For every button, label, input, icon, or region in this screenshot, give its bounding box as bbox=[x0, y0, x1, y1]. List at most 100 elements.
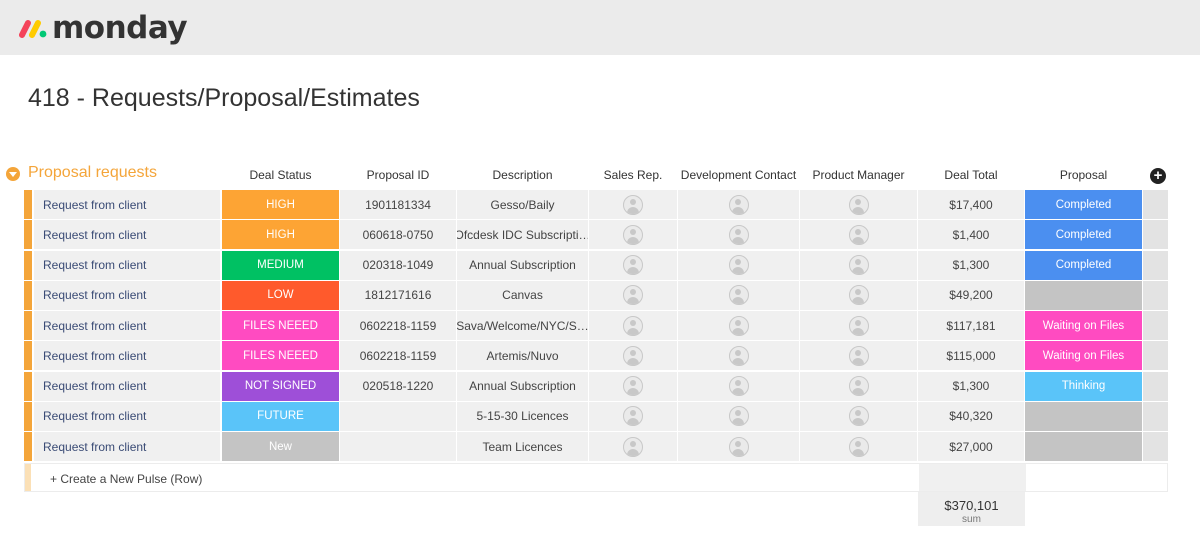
deal-status-cell[interactable]: New bbox=[222, 432, 339, 461]
table-row[interactable]: Request from client MEDIUM 020318-1049 Annu… bbox=[24, 250, 1176, 281]
person-avatar-icon[interactable] bbox=[623, 315, 643, 336]
description-cell[interactable]: Gesso/Baily bbox=[457, 190, 588, 219]
person-avatar-icon[interactable] bbox=[848, 194, 869, 215]
product-manager-cell[interactable] bbox=[800, 190, 917, 219]
person-avatar-icon[interactable] bbox=[623, 376, 643, 396]
description-cell[interactable]: Artemis/Nuvo bbox=[457, 341, 588, 371]
person-avatar-icon[interactable] bbox=[623, 224, 643, 245]
product-manager-cell[interactable] bbox=[800, 341, 917, 371]
deal-total-cell[interactable]: $1,300 bbox=[918, 250, 1024, 280]
deal-total-cell[interactable]: $17,400 bbox=[918, 190, 1024, 219]
sales-rep-cell[interactable] bbox=[589, 371, 677, 401]
development-contact-cell[interactable] bbox=[678, 280, 799, 310]
sales-rep-cell[interactable] bbox=[589, 280, 677, 310]
table-row[interactable]: Request from client FILES NEEED 0602218-11… bbox=[24, 341, 1176, 371]
pulse-name[interactable]: Request from client bbox=[34, 401, 220, 431]
collapse-group-icon[interactable] bbox=[6, 167, 20, 181]
description-cell[interactable]: Team Licences bbox=[457, 432, 588, 461]
deal-total-cell[interactable]: $1,400 bbox=[918, 220, 1024, 250]
sales-rep-cell[interactable] bbox=[589, 432, 677, 461]
pulse-name[interactable]: Request from client bbox=[34, 250, 220, 280]
person-avatar-icon[interactable] bbox=[728, 436, 749, 457]
table-row[interactable]: Request from client HIGH 1901181334 Gesso/B… bbox=[24, 190, 1176, 220]
development-contact-cell[interactable] bbox=[678, 432, 799, 461]
deal-status-cell[interactable]: LOW bbox=[222, 280, 339, 310]
person-avatar-icon[interactable] bbox=[623, 345, 643, 366]
development-contact-cell[interactable] bbox=[678, 190, 799, 219]
person-avatar-icon[interactable] bbox=[848, 315, 869, 336]
development-contact-cell[interactable] bbox=[678, 220, 799, 250]
description-cell[interactable]: Annual Subscription bbox=[457, 371, 588, 401]
deal-total-cell[interactable]: $117,181 bbox=[918, 311, 1024, 340]
column-header-deal-status[interactable]: Deal Status bbox=[249, 168, 312, 182]
deal-total-cell[interactable]: $27,000 bbox=[918, 432, 1024, 461]
deal-status-cell[interactable]: FUTURE bbox=[222, 401, 339, 431]
person-avatar-icon[interactable] bbox=[848, 255, 869, 275]
table-row[interactable]: Request from client LOW 1812171616 Canvas $4… bbox=[24, 280, 1176, 311]
column-header-sales-rep[interactable]: Sales Rep. bbox=[603, 168, 663, 182]
development-contact-cell[interactable] bbox=[678, 250, 799, 280]
column-header-proposal[interactable]: Proposal bbox=[1059, 168, 1108, 182]
person-avatar-icon[interactable] bbox=[728, 406, 749, 427]
pulse-name[interactable]: Request from client bbox=[34, 341, 220, 371]
proposal-id-cell[interactable]: 0602218-1159 bbox=[340, 341, 456, 371]
product-manager-cell[interactable] bbox=[800, 220, 917, 250]
table-row[interactable]: Request from client FILES NEEED 0602218-11… bbox=[24, 311, 1176, 341]
monday-logo[interactable]: monday bbox=[18, 10, 188, 46]
description-cell[interactable]: Annual Subscription bbox=[457, 250, 588, 280]
group-title[interactable]: Proposal requests bbox=[28, 164, 157, 181]
proposal-status-cell[interactable] bbox=[1025, 401, 1142, 431]
deal-total-cell[interactable]: $49,200 bbox=[918, 280, 1024, 310]
table-row[interactable]: Request from client HIGH 060618-0750 Ofcdes… bbox=[24, 220, 1176, 250]
pulse-name[interactable]: Request from client bbox=[34, 311, 220, 340]
deal-status-cell[interactable]: MEDIUM bbox=[222, 250, 339, 280]
pulse-name[interactable]: Request from client bbox=[34, 371, 220, 401]
proposal-status-cell[interactable]: Completed bbox=[1025, 220, 1142, 250]
product-manager-cell[interactable] bbox=[800, 280, 917, 310]
person-avatar-icon[interactable] bbox=[728, 255, 749, 275]
person-avatar-icon[interactable] bbox=[728, 285, 749, 306]
development-contact-cell[interactable] bbox=[678, 371, 799, 401]
person-avatar-icon[interactable] bbox=[623, 194, 643, 215]
sales-rep-cell[interactable] bbox=[589, 250, 677, 280]
person-avatar-icon[interactable] bbox=[728, 376, 749, 396]
proposal-id-cell[interactable]: 0602218-1159 bbox=[340, 311, 456, 340]
column-header-deal-total[interactable]: Deal Total bbox=[944, 168, 998, 182]
development-contact-cell[interactable] bbox=[678, 311, 799, 340]
proposal-id-cell[interactable] bbox=[340, 432, 456, 461]
person-avatar-icon[interactable] bbox=[728, 345, 749, 366]
person-avatar-icon[interactable] bbox=[848, 345, 869, 366]
deal-status-cell[interactable]: HIGH bbox=[222, 220, 339, 250]
sales-rep-cell[interactable] bbox=[589, 311, 677, 340]
pulse-name[interactable]: Request from client bbox=[34, 190, 220, 219]
person-avatar-icon[interactable] bbox=[848, 436, 869, 457]
product-manager-cell[interactable] bbox=[800, 250, 917, 280]
add-column-icon[interactable]: + bbox=[1150, 168, 1166, 184]
deal-status-cell[interactable]: HIGH bbox=[222, 190, 339, 219]
person-avatar-icon[interactable] bbox=[848, 406, 869, 427]
person-avatar-icon[interactable] bbox=[848, 285, 869, 306]
column-header-description[interactable]: Description bbox=[492, 168, 553, 182]
deal-status-cell[interactable]: FILES NEEED bbox=[222, 341, 339, 371]
deal-status-cell[interactable]: FILES NEEED bbox=[222, 311, 339, 340]
proposal-id-cell[interactable]: 1901181334 bbox=[340, 190, 456, 219]
sales-rep-cell[interactable] bbox=[589, 401, 677, 431]
development-contact-cell[interactable] bbox=[678, 341, 799, 371]
sales-rep-cell[interactable] bbox=[589, 220, 677, 250]
proposal-status-cell[interactable]: Thinking bbox=[1025, 371, 1142, 401]
table-row[interactable]: Request from client New Team Licences $27,0… bbox=[24, 432, 1176, 462]
pulse-name[interactable]: Request from client bbox=[34, 220, 220, 250]
description-cell[interactable]: Sava/Welcome/NYC/S… bbox=[457, 311, 588, 340]
person-avatar-icon[interactable] bbox=[728, 315, 749, 336]
pulse-name[interactable]: Request from client bbox=[34, 280, 220, 310]
product-manager-cell[interactable] bbox=[800, 311, 917, 340]
deal-total-cell[interactable]: $40,320 bbox=[918, 401, 1024, 431]
description-cell[interactable]: 5-15-30 Licences bbox=[457, 401, 588, 431]
person-avatar-icon[interactable] bbox=[623, 285, 643, 306]
person-avatar-icon[interactable] bbox=[848, 376, 869, 396]
proposal-status-cell[interactable]: Completed bbox=[1025, 190, 1142, 219]
development-contact-cell[interactable] bbox=[678, 401, 799, 431]
proposal-id-cell[interactable]: 060618-0750 bbox=[340, 220, 456, 250]
deal-status-cell[interactable]: NOT SIGNED bbox=[222, 371, 339, 401]
proposal-id-cell[interactable]: 020318-1049 bbox=[340, 250, 456, 280]
